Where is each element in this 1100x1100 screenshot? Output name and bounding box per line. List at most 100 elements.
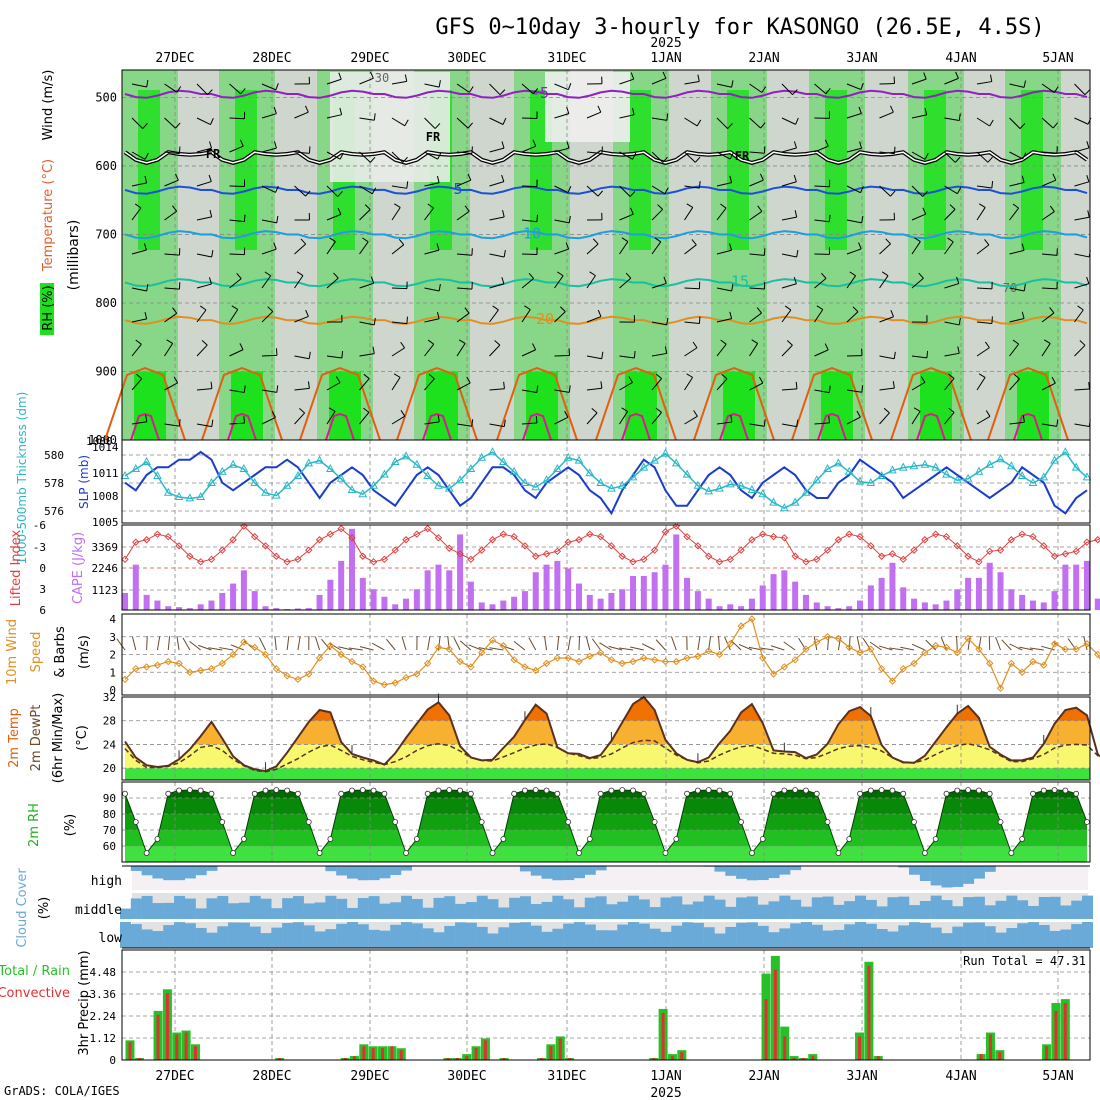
wind-barb-flag <box>338 72 342 80</box>
wind-barb <box>619 411 629 425</box>
wind10-barb <box>641 643 655 651</box>
thickness-point <box>909 461 919 470</box>
wind10-barb <box>198 644 212 651</box>
wind-barb <box>651 282 667 289</box>
wind-barb-flag <box>501 174 505 182</box>
lifted-index-point <box>1029 532 1037 541</box>
wind-barb <box>294 275 304 289</box>
hot-contour-3 <box>422 412 452 441</box>
wind10-barb <box>978 636 982 651</box>
wind-barb-flag <box>956 187 962 194</box>
wind-barb-flag <box>201 340 208 346</box>
wind10-barb <box>1001 639 1012 651</box>
wind-barb <box>164 210 177 221</box>
cloud-bar-middle <box>541 901 553 919</box>
wind-barb-flag <box>991 181 994 189</box>
wind-barb-flag <box>175 122 181 129</box>
thickness-point <box>920 459 930 468</box>
wind-barb <box>456 210 470 221</box>
cloud-bar-middle <box>303 903 315 919</box>
wind-barb <box>391 80 407 85</box>
wind-barb <box>456 179 472 187</box>
cloud-bar-high <box>401 866 413 871</box>
wind-barb-flag <box>243 385 246 393</box>
thickness-point <box>585 468 595 477</box>
thickness-point <box>488 447 497 456</box>
wind-barb-flag <box>146 283 149 292</box>
hot-contour-2 <box>325 412 355 441</box>
cloud-bar-middle <box>292 896 304 919</box>
wind-barb <box>196 147 212 153</box>
wind10-barb <box>856 636 861 651</box>
rh2m-point <box>792 787 799 793</box>
wind10-speed-point <box>359 663 367 671</box>
wind-barb-flag <box>400 410 406 417</box>
precip-tick-4: 4.48 <box>90 966 117 979</box>
wind-barb-flag <box>698 316 701 324</box>
slp-tick-1: 1011 <box>92 467 119 480</box>
precip-convective-bar <box>193 1046 197 1060</box>
thickness-point <box>477 452 487 461</box>
wind-barb <box>326 411 336 425</box>
wind-barb-flag <box>427 339 435 345</box>
wind10-speed-point <box>953 649 961 657</box>
thickness-point <box>423 470 432 479</box>
wind-barb <box>1009 343 1020 357</box>
cloud-bar-middle <box>963 897 975 919</box>
wind-barb <box>1041 343 1051 357</box>
rh2m-point <box>749 850 755 856</box>
precip-convective-bar <box>362 1046 366 1060</box>
date-axis-labels: 27DEC27DEC28DEC28DEC29DEC29DEC30DEC30DEC… <box>155 51 1073 1084</box>
rh-band-low-8 <box>920 371 952 440</box>
wind-barb <box>586 316 602 323</box>
wind-barb <box>684 287 700 290</box>
rh2m-point <box>965 787 972 793</box>
wind10-ylabel-2: Speed <box>29 632 44 673</box>
wind-barb <box>586 185 599 197</box>
wind10-speed-point <box>596 649 605 657</box>
wind-barb <box>521 253 538 256</box>
cape-bar <box>294 608 301 610</box>
precip-convective-bar <box>381 1048 385 1060</box>
slp-tick-2: 1008 <box>92 490 119 503</box>
credit-label: GrADS: COLA/IGES <box>4 1084 120 1098</box>
wind-barb <box>326 355 342 359</box>
cloud-bar-low <box>174 922 186 948</box>
precip-convective-bar <box>792 1058 796 1060</box>
wind-barb-flag <box>339 152 344 160</box>
warm-contour-5 <box>595 367 677 441</box>
wind-barb <box>456 287 472 290</box>
wind-barb-flag <box>984 239 990 246</box>
lifted-index-point <box>196 558 205 566</box>
wind10-barb <box>167 636 171 651</box>
wind-barb <box>1041 211 1055 221</box>
lifted-index-point <box>121 555 129 564</box>
wind-barb <box>391 151 404 163</box>
precip-convective-bar <box>474 1048 478 1060</box>
thickness-point <box>855 476 865 485</box>
thickness-point <box>282 480 292 489</box>
wind-barb <box>586 151 602 155</box>
wind-barb-flag <box>173 376 179 384</box>
wind-barb <box>944 241 954 255</box>
wind-barb-flag <box>923 72 927 80</box>
wind-barb <box>261 147 277 153</box>
rh2m-point <box>381 790 388 797</box>
wind10-barb <box>783 641 796 651</box>
wind-barb-flag <box>458 339 466 344</box>
warm-contour-1 <box>201 367 283 441</box>
precip-convective-bar <box>343 1058 347 1060</box>
lifted-index-point <box>423 524 432 533</box>
wind-barb-flag <box>662 156 668 163</box>
wind-barb <box>554 389 570 393</box>
wind-barb <box>749 312 762 323</box>
lifted-index-point <box>186 552 194 560</box>
cape-bar <box>348 528 355 610</box>
date-label-bottom-2: 29DEC <box>350 1069 389 1084</box>
lifted-index-point <box>315 536 324 544</box>
wind10-tick-4: 4 <box>109 613 116 626</box>
rh2m-point <box>867 787 874 794</box>
wind10-barb <box>578 635 581 651</box>
lifted-index-point <box>272 552 281 560</box>
